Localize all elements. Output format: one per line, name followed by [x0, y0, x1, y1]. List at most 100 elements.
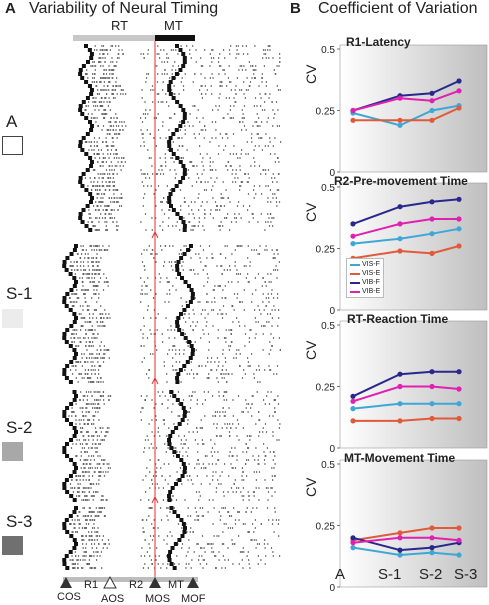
- spike-dot: [230, 45, 232, 47]
- spike-dot: [221, 81, 223, 83]
- spike-dot: [155, 173, 158, 175]
- spike-dot: [214, 451, 216, 453]
- spike-dot: [103, 117, 105, 119]
- spike-dot: [94, 519, 96, 521]
- spike-dot: [270, 333, 272, 335]
- event-bar: [63, 577, 198, 582]
- spike-dot: [88, 141, 90, 143]
- spike-dot: [97, 285, 99, 287]
- spike-dot: [187, 507, 189, 509]
- spike-dot: [95, 273, 97, 275]
- spike-dot: [188, 317, 190, 319]
- spike-dot: [87, 403, 89, 405]
- spike-dot: [103, 345, 105, 347]
- spike-dot: [172, 269, 174, 271]
- spike-dot: [228, 65, 230, 67]
- spike-dot: [249, 85, 251, 87]
- spike-dot: [165, 165, 167, 167]
- spike-dot: [267, 313, 269, 315]
- spike-dot: [162, 229, 164, 231]
- spike-dot: [149, 329, 151, 331]
- spike-dot: [235, 101, 237, 103]
- spike-dot: [82, 273, 85, 275]
- spike-dot: [268, 57, 270, 59]
- spike-dot: [268, 217, 270, 219]
- spike-dot: [217, 451, 219, 453]
- spike-dot: [161, 165, 163, 167]
- spike-dot: [202, 515, 205, 517]
- spike-dot: [98, 419, 100, 421]
- spike-dot: [91, 423, 93, 425]
- spike-dot: [190, 325, 192, 327]
- spike-dot: [188, 463, 190, 465]
- spike-dot: [171, 261, 173, 263]
- spike-dot: [202, 443, 204, 445]
- spike-dot: [97, 403, 99, 405]
- spike-dot: [274, 399, 277, 401]
- spike-dot: [276, 373, 278, 375]
- spike-dot: [94, 245, 96, 247]
- spike-dot: [257, 305, 259, 307]
- spike-dot: [155, 475, 157, 477]
- spike-dot: [171, 411, 173, 413]
- spike-dot: [170, 495, 172, 497]
- spike-dot: [253, 491, 255, 493]
- spike-dot: [235, 173, 237, 175]
- spike-dot: [89, 317, 91, 319]
- spike-dot: [152, 475, 155, 477]
- spike-dot: [96, 451, 98, 453]
- spike-dot: [89, 177, 91, 179]
- spike-dot: [88, 475, 90, 477]
- spike-dot: [103, 193, 105, 195]
- spike-dot: [227, 169, 229, 171]
- spike-dot: [222, 349, 224, 351]
- spike-dot: [96, 217, 98, 219]
- spike-dot: [163, 361, 165, 363]
- spike-dot: [97, 125, 99, 127]
- spike-dot: [261, 109, 264, 111]
- spike-dot: [100, 105, 102, 107]
- spike-dot: [147, 305, 149, 307]
- spike-dot: [262, 57, 264, 59]
- spike-dot: [161, 169, 163, 171]
- cue-onset-marker: [89, 52, 94, 56]
- movement-offset-marker: [172, 450, 177, 454]
- spike-dot: [243, 105, 246, 107]
- spike-dot: [247, 281, 249, 283]
- spike-dot: [88, 309, 90, 311]
- spike-dot: [83, 269, 85, 271]
- spike-dot: [107, 249, 109, 251]
- spike-dot: [279, 555, 281, 557]
- spike-dot: [278, 125, 280, 127]
- spike-dot: [96, 547, 98, 549]
- spike-dot: [101, 89, 103, 91]
- spike-dot: [185, 415, 187, 417]
- spike-dot: [114, 197, 116, 199]
- spike-dot: [140, 301, 142, 303]
- spike-dot: [254, 527, 256, 529]
- spike-dot: [224, 391, 226, 393]
- spike-dot: [221, 265, 223, 267]
- spike-dot: [82, 543, 84, 545]
- spike-dot: [236, 49, 238, 51]
- spike-dot: [207, 181, 209, 183]
- spike-dot: [176, 479, 178, 481]
- spike-dot: [219, 93, 221, 95]
- spike-dot: [235, 357, 237, 359]
- spike-dot: [166, 567, 168, 569]
- spike-dot: [232, 169, 234, 171]
- spike-dot: [74, 567, 76, 569]
- spike-dot: [160, 467, 162, 469]
- spike-dot: [92, 257, 94, 259]
- spike-dot: [170, 329, 172, 331]
- spike-dot: [206, 475, 208, 477]
- spike-dot: [86, 431, 88, 433]
- spike-dot: [171, 535, 173, 537]
- spike-dot: [251, 353, 253, 355]
- spike-dot: [96, 357, 98, 359]
- spike-dot: [94, 109, 96, 111]
- spike-dot: [153, 309, 155, 311]
- spike-dot: [96, 117, 98, 119]
- spike-dot: [217, 479, 219, 481]
- spike-dot: [98, 217, 101, 219]
